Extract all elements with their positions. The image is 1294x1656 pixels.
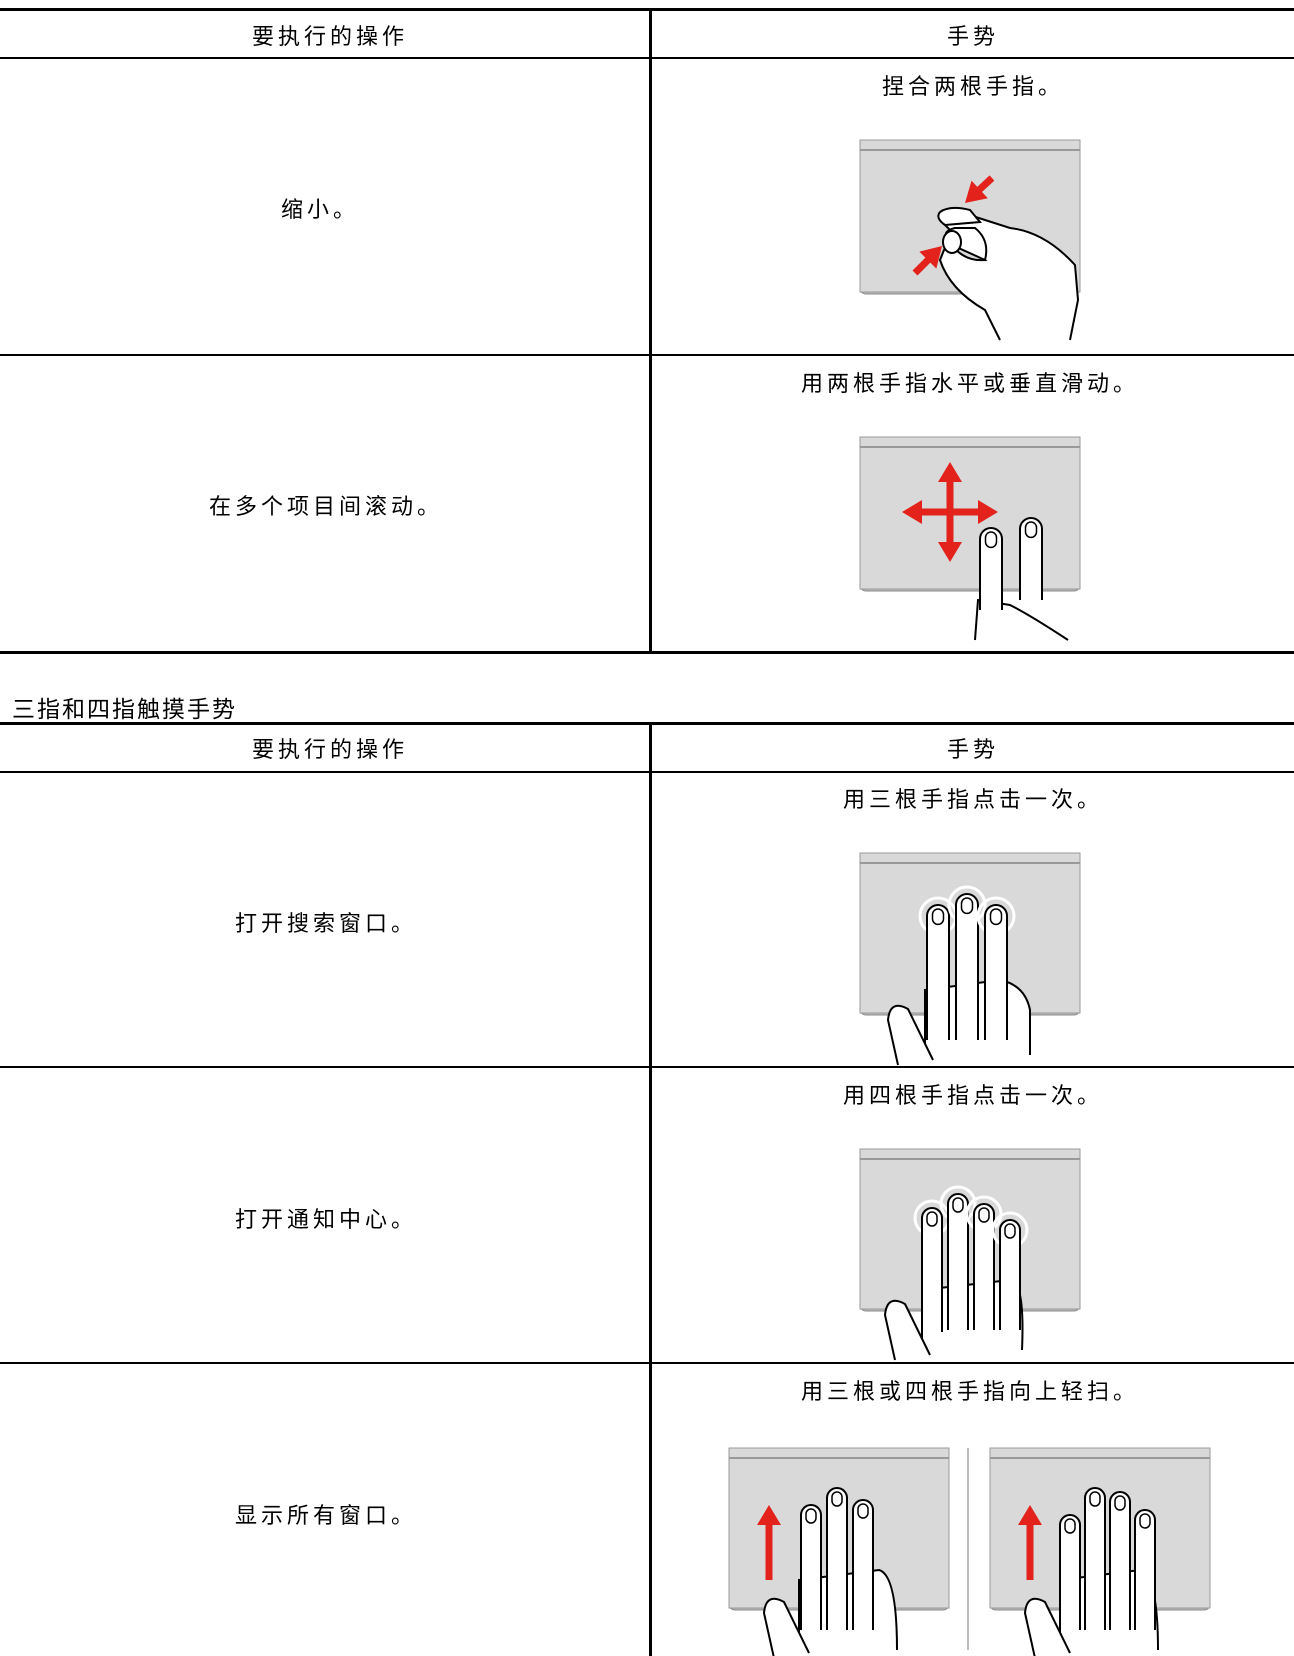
nail: [857, 1503, 869, 1519]
gesture: 用三根手指点击一次。: [842, 788, 1104, 813]
finger: [955, 893, 979, 1040]
nail: [805, 1508, 817, 1524]
rule: [0, 8, 1294, 11]
rule: [0, 1066, 1294, 1068]
nail: [931, 908, 945, 926]
arrow-head: [919, 246, 942, 269]
rule: [0, 771, 1294, 773]
thumb: [886, 1004, 934, 1066]
finger: [826, 1487, 848, 1630]
finger: [999, 1219, 1021, 1330]
nail: [1024, 521, 1038, 539]
action: 打开通知中心。: [234, 1208, 418, 1233]
arrow-head: [1018, 1505, 1042, 1525]
finger: [921, 1207, 943, 1332]
rule: [0, 651, 1294, 654]
rule: [0, 57, 1294, 59]
column-rule: [649, 8, 652, 654]
arrow-head: [938, 542, 962, 562]
finger: [852, 1499, 874, 1630]
nail: [960, 897, 974, 915]
thumb: [762, 1597, 810, 1656]
action: 缩小。: [280, 198, 360, 223]
finger: [1084, 1487, 1106, 1630]
nail: [984, 531, 998, 549]
rule: [0, 354, 1294, 356]
action: 显示所有窗口。: [234, 1504, 418, 1529]
finger: [973, 1203, 995, 1330]
rule: [0, 1362, 1294, 1364]
nail: [1114, 1495, 1126, 1511]
finger: [800, 1504, 822, 1630]
gesture: 用两根手指水平或垂直滑动。: [800, 372, 1140, 397]
arrow-head: [978, 500, 998, 524]
finger-tip: [942, 230, 962, 254]
gesture: 用四根手指点击一次。: [842, 1084, 1104, 1109]
finger: [1134, 1509, 1156, 1630]
touchpad: [859, 1148, 1081, 1310]
finger: [1109, 1491, 1131, 1630]
finger: [979, 527, 1003, 610]
finger: [926, 904, 950, 1040]
header: 手势: [946, 738, 1000, 763]
thumb: [883, 1299, 931, 1361]
gesture: 捏合两根手指。: [881, 75, 1065, 100]
arrow-head: [902, 500, 922, 524]
nail: [989, 908, 1003, 926]
nail: [1089, 1491, 1101, 1507]
nail: [831, 1491, 843, 1507]
nail: [978, 1207, 990, 1223]
nail: [952, 1197, 964, 1213]
header: 手势: [946, 25, 1000, 50]
finger: [937, 206, 982, 227]
action: 在多个项目间滚动。: [208, 495, 444, 520]
finger: [984, 904, 1008, 1040]
gesture: 用三根或四根手指向上轻扫。: [800, 1380, 1140, 1405]
thumb: [1023, 1597, 1071, 1656]
column-rule: [649, 722, 652, 1656]
nail: [926, 1211, 938, 1227]
rule: [0, 722, 1294, 725]
nail: [1064, 1518, 1076, 1534]
section-title: 三指和四指触摸手势: [12, 697, 237, 723]
arrow-head: [938, 462, 962, 482]
header: 要执行的操作: [251, 25, 409, 50]
finger: [947, 1193, 969, 1330]
finger: [1059, 1514, 1081, 1630]
finger: [1019, 517, 1043, 600]
action: 打开搜索窗口。: [234, 912, 418, 937]
header: 要执行的操作: [251, 738, 409, 763]
nail: [1004, 1223, 1016, 1239]
nail: [1139, 1513, 1151, 1529]
arrow-head: [757, 1505, 781, 1525]
arrow-head: [965, 180, 988, 203]
